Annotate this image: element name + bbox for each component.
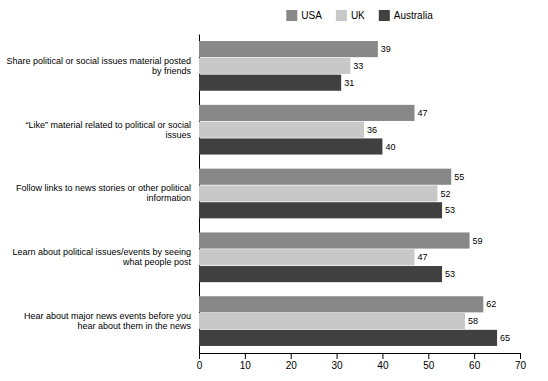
bar: [199, 75, 341, 91]
x-tick-mark: [474, 353, 475, 359]
data-label: 53: [445, 205, 455, 215]
bar: [199, 266, 442, 282]
y-tick: “Like” material related to political or …: [25, 120, 199, 140]
y-tick: Learn about political issues/events by s…: [12, 247, 199, 267]
data-label: 52: [440, 189, 450, 199]
data-label: 58: [468, 316, 478, 326]
x-tick-mark: [199, 353, 200, 359]
x-tick: 40: [377, 353, 389, 371]
y-axis: Share political or social issues materia…: [6, 35, 199, 354]
x-tick: 30: [332, 353, 344, 371]
x-tick-label: 70: [515, 360, 527, 371]
data-label: 31: [344, 78, 354, 88]
x-tick-label: 30: [332, 360, 344, 371]
x-tick: 60: [469, 353, 481, 371]
bar: [199, 122, 364, 138]
bar: [199, 296, 483, 312]
y-tick: Follow links to news stories or other po…: [16, 183, 199, 203]
data-label: 47: [418, 108, 428, 118]
x-axis: 0 10 20 30 40 50 60 70: [197, 353, 527, 371]
legend: USA UK Australia: [286, 10, 433, 21]
bar: [199, 330, 497, 346]
legend-swatch: [379, 10, 390, 21]
y-tick-label: Learn about political issues/events by s…: [12, 247, 191, 267]
data-labels: 39 47 55 59 62 33 36 52 47 58 31 40 53 53 65: [344, 44, 510, 343]
legend-label: UK: [351, 10, 365, 21]
y-tick: Share political or social issues materia…: [6, 56, 199, 76]
legend-item: UK: [336, 10, 365, 21]
x-tick: 10: [240, 353, 252, 371]
data-label: 40: [385, 142, 395, 152]
legend-label: Australia: [394, 10, 433, 21]
x-tick-mark: [245, 353, 246, 359]
legend-item: Australia: [379, 10, 433, 21]
bar: [199, 313, 465, 329]
data-label: 65: [500, 333, 510, 343]
y-tick-label: “Like” material related to political or …: [25, 120, 191, 140]
x-tick-label: 20: [286, 360, 298, 371]
bar: [199, 202, 442, 218]
data-label: 36: [367, 125, 377, 135]
x-tick-label: 10: [240, 360, 252, 371]
chart: 0 10 20 30 40 50 60 70 Share political or social…: [0, 0, 548, 381]
x-tick-mark: [337, 353, 338, 359]
bar: [199, 232, 470, 248]
x-tick: 20: [286, 353, 298, 371]
x-tick: 50: [423, 353, 435, 371]
y-tick-label: Follow links to news stories or other po…: [16, 183, 191, 203]
bar: [199, 169, 451, 185]
bar: [199, 249, 415, 265]
bars: [199, 41, 497, 346]
data-label: 59: [473, 236, 483, 246]
data-label: 39: [381, 44, 391, 54]
legend-item: USA: [286, 10, 322, 21]
x-axis-line: [200, 354, 521, 360]
data-label: 55: [454, 172, 464, 182]
data-label: 62: [486, 299, 496, 309]
legend-swatch: [336, 10, 347, 21]
bar: [199, 185, 437, 201]
data-label: 53: [445, 269, 455, 279]
x-tick-label: 50: [423, 360, 435, 371]
bar: [199, 58, 350, 74]
bar: [199, 138, 382, 154]
bar: [199, 41, 378, 57]
x-tick: 0: [197, 353, 203, 371]
y-tick-label: Share political or social issues materia…: [6, 56, 191, 76]
legend-label: USA: [301, 10, 322, 21]
x-tick-mark: [382, 353, 383, 359]
legend-swatch: [286, 10, 297, 21]
bar: [199, 105, 415, 121]
x-tick-label: 60: [469, 360, 481, 371]
x-tick-mark: [428, 353, 429, 359]
y-tick: Hear about major news events before youh…: [24, 311, 199, 331]
x-tick-label: 0: [197, 360, 203, 371]
plot: 0 10 20 30 40 50 60 70 Share political or social…: [6, 35, 526, 372]
x-tick-label: 40: [377, 360, 389, 371]
data-label: 47: [418, 252, 428, 262]
x-tick-mark: [520, 353, 521, 359]
data-label: 33: [353, 61, 363, 71]
y-tick-label: Hear about major news events before youh…: [24, 311, 192, 331]
x-tick: 70: [515, 353, 527, 371]
x-tick-mark: [291, 353, 292, 359]
